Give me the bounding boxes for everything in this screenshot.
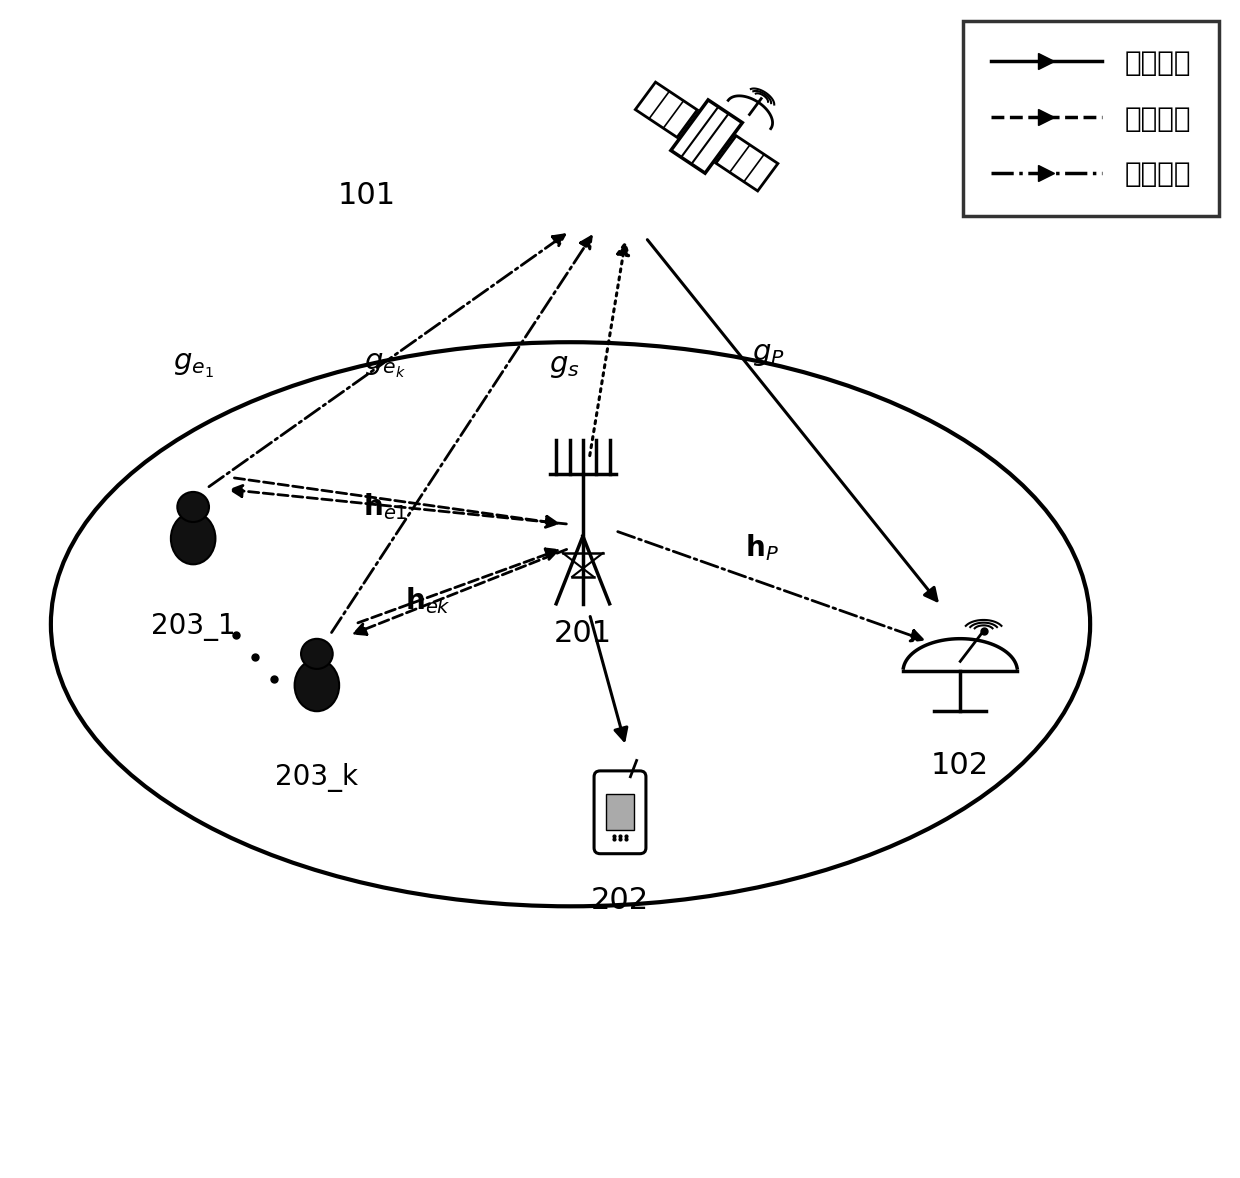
Text: $\mathbf{h}_{ek}$: $\mathbf{h}_{ek}$ — [405, 585, 451, 616]
Ellipse shape — [171, 512, 216, 564]
Legend: 信号链路, 窃听链路, 干扰链路: 信号链路, 窃听链路, 干扰链路 — [963, 21, 1219, 217]
Bar — [606, 794, 634, 829]
Text: 202: 202 — [591, 886, 649, 915]
Circle shape — [301, 638, 332, 669]
Polygon shape — [635, 82, 697, 138]
Ellipse shape — [295, 660, 340, 712]
Text: 203_k: 203_k — [275, 762, 358, 792]
Text: $\mathbf{h}_{P}$: $\mathbf{h}_{P}$ — [745, 532, 779, 563]
Polygon shape — [671, 100, 743, 173]
Circle shape — [177, 492, 210, 522]
Text: 102: 102 — [931, 750, 990, 780]
Polygon shape — [715, 135, 777, 191]
Text: $g_s$: $g_s$ — [549, 352, 579, 379]
Text: 201: 201 — [554, 620, 613, 648]
Text: $g_{e_1}$: $g_{e_1}$ — [172, 351, 213, 379]
FancyBboxPatch shape — [594, 770, 646, 854]
Text: 203_1: 203_1 — [151, 613, 236, 641]
Text: $g_P$: $g_P$ — [753, 340, 785, 368]
Text: $\mathbf{h}_{e1}$: $\mathbf{h}_{e1}$ — [362, 491, 407, 522]
Text: 101: 101 — [337, 180, 396, 210]
Text: $g_{e_k}$: $g_{e_k}$ — [365, 351, 405, 379]
